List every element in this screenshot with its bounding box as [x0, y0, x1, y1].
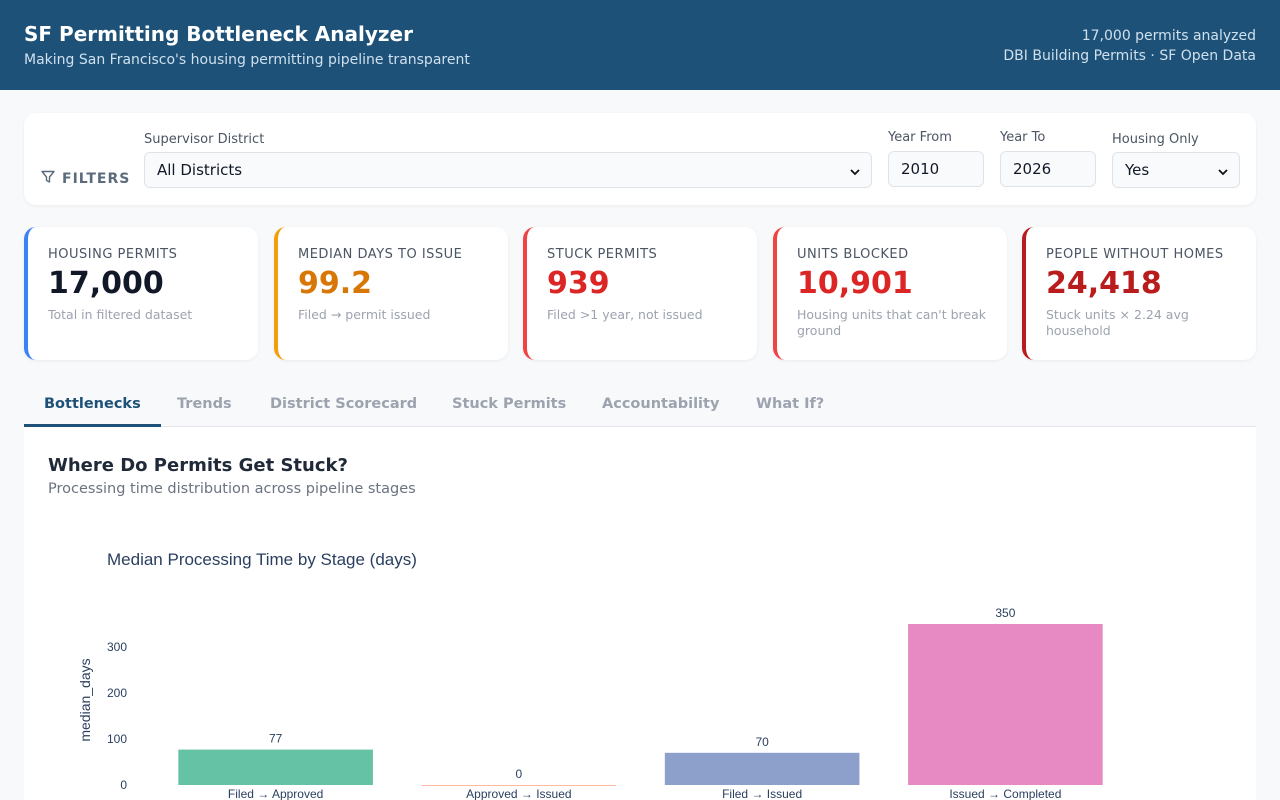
- bar[interactable]: [178, 749, 373, 785]
- permits-analyzed-text: 17,000 permits analyzed: [1081, 28, 1256, 44]
- filters-heading: FILTERS: [40, 169, 130, 189]
- district-label: Supervisor District: [144, 132, 265, 147]
- y-tick-label: 200: [107, 686, 127, 700]
- kpi-card-units-blocked: UNITS BLOCKED 10,901 Housing units that …: [773, 227, 1007, 360]
- app-header: SF Permitting Bottleneck Analyzer Making…: [0, 0, 1280, 90]
- kpi-label: HOUSING PERMITS: [48, 247, 178, 262]
- kpi-value: 939: [547, 266, 610, 301]
- app-subtitle: Making San Francisco's housing permittin…: [24, 52, 470, 68]
- tab-accountability[interactable]: Accountability: [602, 396, 720, 412]
- data-source-text: DBI Building Permits · SF Open Data: [1003, 48, 1256, 64]
- housing-only-label: Housing Only: [1112, 132, 1199, 147]
- filters-panel: FILTERS Supervisor District All District…: [24, 113, 1256, 205]
- kpi-note: Filed → permit issued: [298, 307, 431, 322]
- y-tick-label: 0: [120, 778, 127, 792]
- bar[interactable]: [421, 785, 617, 786]
- tab-bar: Bottlenecks Trends District Scorecard St…: [24, 383, 1256, 427]
- year-from-value: 2010: [901, 160, 940, 178]
- kpi-value: 10,901: [797, 266, 913, 301]
- kpi-note: Stuck units × 2.24 avg household: [1046, 307, 1189, 338]
- kpi-cards: HOUSING PERMITS 17,000 Total in filtered…: [24, 227, 1256, 360]
- kpi-card-stuck-permits: STUCK PERMITS 939 Filed >1 year, not iss…: [523, 227, 757, 360]
- tab-stuck-permits[interactable]: Stuck Permits: [452, 396, 567, 412]
- y-tick-label: 300: [107, 640, 127, 654]
- dataset-meta: 17,000 permits analyzed DBI Building Per…: [1003, 26, 1256, 66]
- bottlenecks-panel: Where Do Permits Get Stuck? Processing t…: [24, 427, 1256, 800]
- x-tick-label: Issued → Completed: [949, 787, 1061, 800]
- bar-value-label: 350: [995, 606, 1015, 620]
- district-select-value: All Districts: [157, 161, 243, 179]
- kpi-card-median-days: MEDIAN DAYS TO ISSUE 99.2 Filed → permit…: [274, 227, 508, 360]
- kpi-card-housing-permits: HOUSING PERMITS 17,000 Total in filtered…: [24, 227, 258, 360]
- tab-bottlenecks[interactable]: Bottlenecks: [24, 383, 161, 427]
- x-tick-label: Approved → Issued: [466, 787, 571, 800]
- bar-value-label: 70: [755, 735, 769, 749]
- kpi-value: 99.2: [298, 266, 373, 301]
- tab-what-if[interactable]: What If?: [756, 396, 825, 412]
- y-axis-label: median_days: [77, 658, 93, 741]
- tab-district-scorecard[interactable]: District Scorecard: [270, 396, 418, 412]
- kpi-note: Total in filtered dataset: [48, 307, 193, 322]
- year-to-value: 2026: [1013, 160, 1052, 178]
- panel-subtitle: Processing time distribution across pipe…: [48, 481, 416, 497]
- kpi-label: STUCK PERMITS: [547, 247, 658, 262]
- filter-icon: [40, 169, 56, 189]
- tab-trends[interactable]: Trends: [177, 396, 232, 412]
- chevron-down-icon: [1217, 164, 1229, 182]
- chart-title: Median Processing Time by Stage (days): [107, 550, 417, 569]
- app-title: SF Permitting Bottleneck Analyzer: [24, 22, 413, 46]
- kpi-label: PEOPLE WITHOUT HOMES: [1046, 247, 1224, 262]
- bar-value-label: 0: [516, 767, 523, 781]
- y-tick-label: 100: [107, 732, 127, 746]
- kpi-label: UNITS BLOCKED: [797, 247, 909, 262]
- bar[interactable]: [664, 752, 860, 785]
- district-select[interactable]: All Districts: [144, 152, 872, 188]
- kpi-note: Filed >1 year, not issued: [547, 307, 703, 322]
- year-to-input[interactable]: 2026: [1000, 151, 1096, 187]
- x-tick-label: Filed → Issued: [722, 787, 802, 800]
- year-from-label: Year From: [888, 130, 952, 145]
- bar-value-label: 77: [269, 732, 283, 746]
- kpi-value: 17,000: [48, 266, 164, 301]
- housing-only-select[interactable]: Yes: [1112, 152, 1240, 188]
- kpi-label: MEDIAN DAYS TO ISSUE: [298, 247, 463, 262]
- median-processing-chart: Median Processing Time by Stage (days) m…: [77, 550, 1103, 800]
- panel-title: Where Do Permits Get Stuck?: [48, 455, 348, 476]
- chevron-down-icon: [849, 164, 861, 182]
- kpi-note: Housing units that can't break ground: [797, 307, 987, 338]
- filters-label: FILTERS: [62, 171, 131, 187]
- kpi-value: 24,418: [1046, 266, 1162, 301]
- bar[interactable]: [908, 624, 1103, 785]
- year-to-label: Year To: [1000, 130, 1046, 145]
- housing-only-value: Yes: [1125, 161, 1150, 179]
- x-tick-label: Filed → Approved: [228, 787, 323, 800]
- year-from-input[interactable]: 2010: [888, 151, 984, 187]
- kpi-card-people-without-homes: PEOPLE WITHOUT HOMES 24,418 Stuck units …: [1022, 227, 1256, 360]
